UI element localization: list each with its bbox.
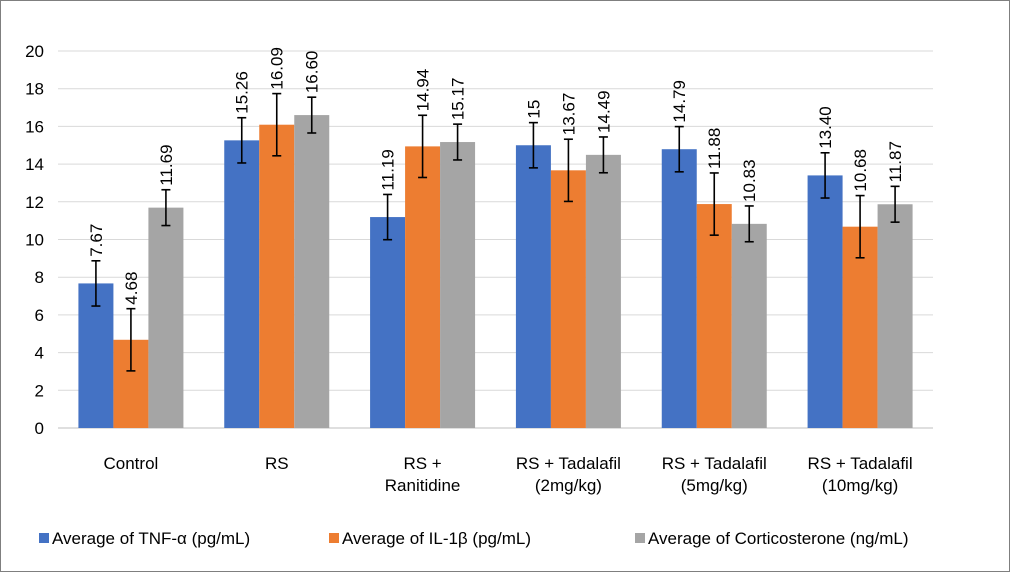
y-tick-label: 8 (35, 268, 44, 287)
data-label: 7.67 (87, 224, 106, 257)
bar (696, 204, 732, 428)
x-tick-label: RS + Tadalafil (662, 454, 767, 473)
bar (224, 140, 260, 428)
legend-swatch (329, 533, 339, 543)
y-tick-label: 18 (25, 80, 44, 99)
y-tick-label: 12 (25, 193, 44, 212)
x-tick-label: RS (265, 454, 289, 473)
bar (877, 204, 913, 428)
legend-label: Average of IL-1β (pg/mL) (342, 529, 531, 548)
data-labels: 7.67 4.68 11.69 15.26 16.09 16.60 11.19 14.94 15… (87, 47, 905, 305)
y-tick-label: 16 (25, 117, 44, 136)
data-label: 15 (524, 100, 543, 119)
bar (148, 207, 184, 428)
legend: Average of TNF-α (pg/mL) Average of IL-1β… (39, 529, 908, 548)
data-label: 13.40 (816, 106, 835, 149)
error-bars (91, 92, 900, 372)
bar (550, 170, 586, 428)
bar (78, 283, 114, 428)
data-label: 15.26 (233, 71, 252, 114)
bar (440, 142, 476, 428)
data-label: 11.19 (379, 149, 398, 190)
legend-swatch (635, 533, 645, 543)
x-tick-label: RS + Tadalafil (516, 454, 621, 473)
y-tick-label: 6 (35, 306, 44, 325)
x-tick-label: (2mg/kg) (535, 476, 602, 495)
bar (807, 175, 843, 428)
bar (370, 217, 406, 428)
gridlines (58, 50, 933, 429)
bar (294, 115, 330, 428)
bar (515, 145, 551, 428)
y-tick-label: 10 (25, 231, 44, 250)
data-label: 16.60 (303, 51, 322, 94)
data-label: 10.68 (851, 149, 870, 192)
bar (259, 124, 295, 429)
y-tick-label: 4 (35, 344, 44, 363)
bar (731, 223, 767, 428)
data-label: 13.67 (559, 93, 578, 136)
y-tick-label: 20 (25, 42, 44, 61)
y-tick-label: 0 (35, 419, 44, 438)
y-tick-label: 2 (35, 381, 44, 400)
bar (405, 146, 441, 429)
bars (78, 115, 913, 429)
x-tick-label: RS + Tadalafil (808, 454, 913, 473)
legend-label: Average of TNF-α (pg/mL) (52, 529, 250, 548)
x-tick-label: Ranitidine (385, 476, 461, 495)
bar (585, 154, 621, 428)
data-label: 14.94 (414, 69, 433, 112)
data-label: 4.68 (122, 272, 141, 305)
data-label: 14.49 (594, 90, 613, 133)
data-label: 11.88 (705, 128, 724, 169)
bar (842, 226, 878, 428)
x-tick-label: RS + (403, 454, 441, 473)
data-label: 14.79 (670, 80, 689, 123)
bar (661, 149, 697, 428)
legend-swatch (39, 533, 49, 543)
data-label: 11.69 (157, 144, 176, 185)
y-axis-tick-labels: 0 2 4 6 8 10 12 14 16 18 20 (25, 42, 44, 438)
data-label: 15.17 (449, 78, 468, 121)
x-tick-label: (5mg/kg) (681, 476, 748, 495)
data-label: 10.83 (740, 159, 759, 202)
x-axis-tick-labels: Control RS RS + Ranitidine RS + Tadalafil (2m… (104, 454, 913, 495)
data-label: 16.09 (268, 47, 287, 90)
x-tick-label: (10mg/kg) (822, 476, 899, 495)
data-label: 11.87 (886, 141, 905, 182)
y-tick-label: 14 (25, 155, 44, 174)
x-tick-label: Control (104, 454, 159, 473)
legend-label: Average of Corticosterone (ng/mL) (648, 529, 908, 548)
